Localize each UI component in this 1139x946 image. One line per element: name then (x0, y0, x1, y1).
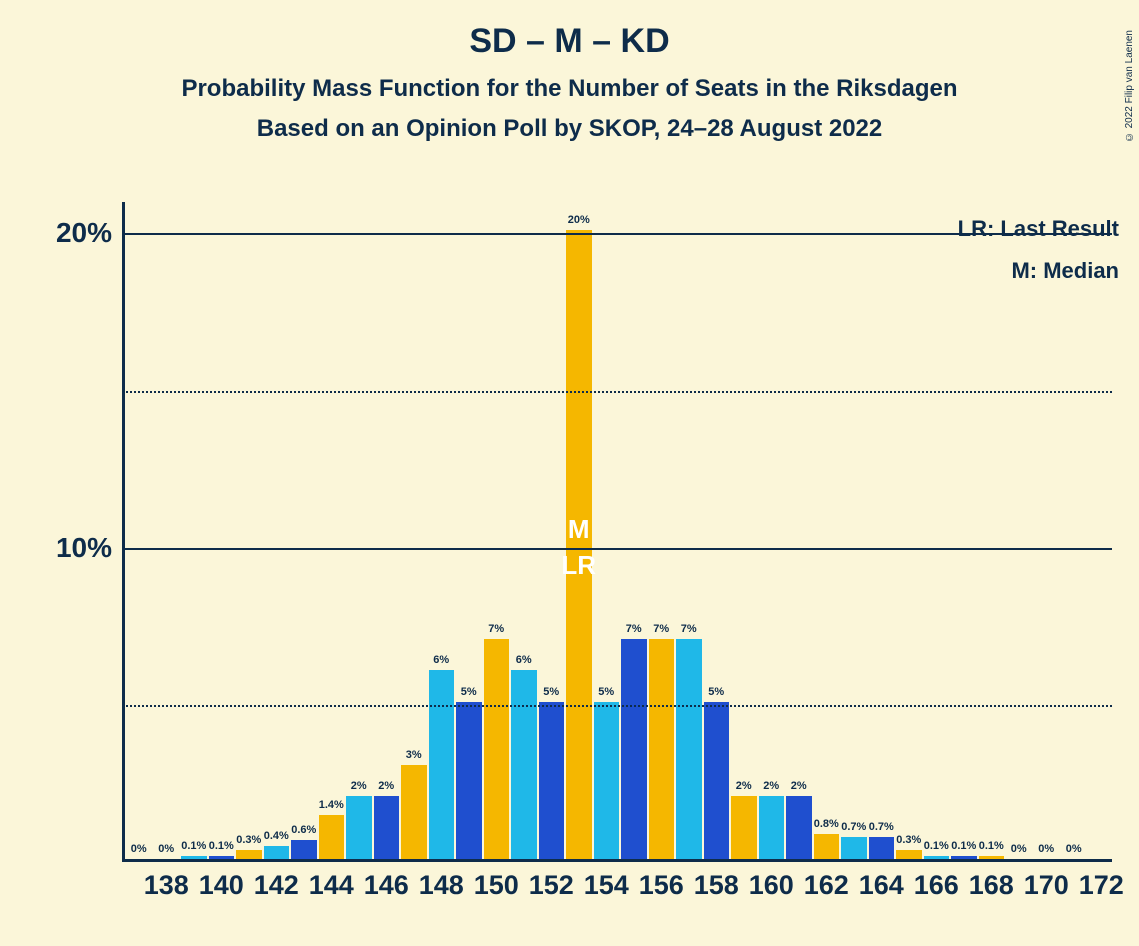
x-tick-label: 160 (749, 870, 794, 901)
bar-value-label: 0% (158, 843, 174, 855)
x-tick-label: 156 (639, 870, 684, 901)
bar-value-label: 0.3% (896, 834, 921, 846)
bar: 3% (401, 765, 427, 859)
bar-value-label: 2% (351, 780, 367, 792)
bar: 7% (676, 639, 702, 859)
bar-value-label: 0.4% (264, 830, 289, 842)
bar: 5% (456, 702, 482, 859)
bar: 0.1% (209, 856, 235, 859)
bar: 20%MLR (566, 230, 592, 859)
bar: 0.1% (924, 856, 950, 859)
last-result-marker: LR (561, 550, 596, 581)
x-tick-label: 140 (199, 870, 244, 901)
bar: 2% (759, 796, 785, 859)
bar-value-label: 7% (488, 623, 504, 635)
bar-value-label: 2% (763, 780, 779, 792)
chart-subtitle2: Based on an Opinion Poll by SKOP, 24–28 … (0, 115, 1139, 143)
bar-value-label: 7% (681, 623, 697, 635)
bar-value-label: 0.1% (209, 840, 234, 852)
gridline-minor (122, 391, 1112, 393)
x-tick-label: 172 (1079, 870, 1124, 901)
x-tick-label: 146 (364, 870, 409, 901)
bar-value-label: 2% (378, 780, 394, 792)
bar-value-label: 5% (543, 686, 559, 698)
bars-container: 0%0%0.1%0.1%0.3%0.4%0.6%1.4%2%2%3%6%5%7%… (122, 202, 1112, 862)
bar-value-label: 2% (791, 780, 807, 792)
bar: 2% (786, 796, 812, 859)
bar: 0.7% (841, 837, 867, 859)
bar: 0.8% (814, 834, 840, 859)
bar-value-label: 7% (626, 623, 642, 635)
bar-value-label: 0.1% (181, 840, 206, 852)
bar: 2% (374, 796, 400, 859)
bar-value-label: 0% (1011, 843, 1027, 855)
bar-value-label: 0% (1038, 843, 1054, 855)
bar-value-label: 2% (736, 780, 752, 792)
chart-subtitle: Probability Mass Function for the Number… (0, 75, 1139, 103)
x-tick-label: 158 (694, 870, 739, 901)
bar: 7% (649, 639, 675, 859)
gridline-major (122, 548, 1112, 550)
bar-value-label: 0% (1066, 843, 1082, 855)
bar-value-label: 0.1% (924, 840, 949, 852)
bar: 0.6% (291, 840, 317, 859)
bar: 5% (704, 702, 730, 859)
x-tick-label: 150 (474, 870, 519, 901)
gridline-minor (122, 705, 1112, 707)
bar-value-label: 3% (406, 749, 422, 761)
bar-value-label: 0.8% (814, 818, 839, 830)
x-tick-label: 168 (969, 870, 1014, 901)
bar: 1.4% (319, 815, 345, 859)
y-tick-label: 20% (22, 217, 112, 249)
bar: 6% (429, 670, 455, 859)
bar-value-label: 0% (131, 843, 147, 855)
x-tick-label: 138 (144, 870, 189, 901)
bar: 5% (539, 702, 565, 859)
x-tick-label: 144 (309, 870, 354, 901)
bar-value-label: 0.7% (841, 821, 866, 833)
bar-value-label: 7% (653, 623, 669, 635)
x-axis-labels: 138 140 142 144 146 148 150 152 154 156 158 160 162 1… (122, 870, 1112, 910)
x-tick-label: 166 (914, 870, 959, 901)
x-tick-label: 148 (419, 870, 464, 901)
bar-value-label: 0.6% (291, 824, 316, 836)
x-tick-label: 152 (529, 870, 574, 901)
bar-value-label: 1.4% (319, 799, 344, 811)
bar: 5% (594, 702, 620, 859)
bar: 7% (484, 639, 510, 859)
bar: 0.1% (951, 856, 977, 859)
bar-value-label: 5% (708, 686, 724, 698)
bar: 2% (731, 796, 757, 859)
bar-value-label: 0.7% (869, 821, 894, 833)
bar-value-label: 5% (598, 686, 614, 698)
bar: 0.3% (236, 850, 262, 859)
x-tick-label: 142 (254, 870, 299, 901)
x-tick-label: 162 (804, 870, 849, 901)
x-tick-label: 170 (1024, 870, 1069, 901)
bar: 0.7% (869, 837, 895, 859)
chart-title: SD – M – KD (0, 22, 1139, 61)
copyright-text: © 2022 Filip van Laenen (1124, 30, 1135, 142)
chart-plot-area: 0%0%0.1%0.1%0.3%0.4%0.6%1.4%2%2%3%6%5%7%… (122, 202, 1112, 862)
bar-value-label: 20% (568, 214, 590, 226)
bar-value-label: 6% (433, 654, 449, 666)
bar: 0.4% (264, 846, 290, 859)
bar-value-label: 5% (461, 686, 477, 698)
bar-value-label: 0.1% (979, 840, 1004, 852)
bar: 7% (621, 639, 647, 859)
bar: 0.1% (181, 856, 207, 859)
gridline-major (122, 233, 1112, 235)
bar: 0.3% (896, 850, 922, 859)
median-marker: M (568, 514, 590, 545)
x-tick-label: 164 (859, 870, 904, 901)
bar-value-label: 6% (516, 654, 532, 666)
bar: 2% (346, 796, 372, 859)
bar: 0.1% (979, 856, 1005, 859)
y-tick-label: 10% (22, 532, 112, 564)
bar-value-label: 0.3% (236, 834, 261, 846)
bar-value-label: 0.1% (951, 840, 976, 852)
bar: 6% (511, 670, 537, 859)
x-tick-label: 154 (584, 870, 629, 901)
